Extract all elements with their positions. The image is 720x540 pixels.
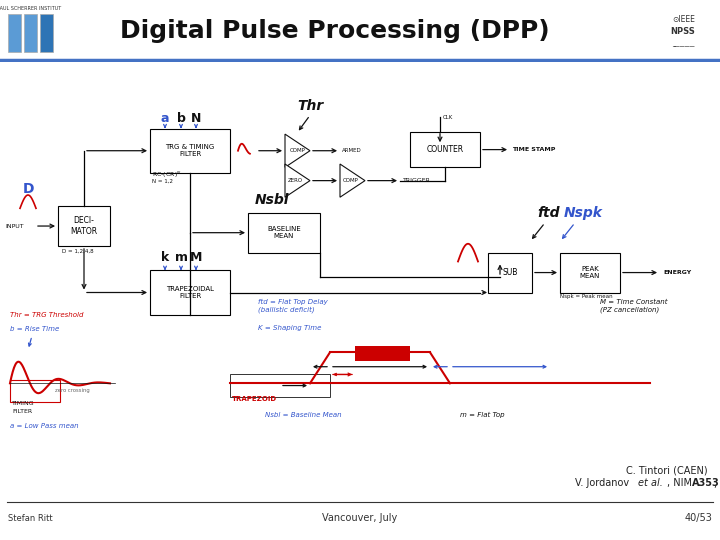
Text: K = Shaping Time: K = Shaping Time bbox=[258, 325, 321, 331]
Text: D: D bbox=[22, 182, 34, 196]
Text: COMP: COMP bbox=[290, 148, 306, 153]
Text: Nsbl: Nsbl bbox=[255, 193, 289, 207]
FancyBboxPatch shape bbox=[40, 14, 53, 52]
FancyBboxPatch shape bbox=[150, 271, 230, 315]
Text: Nspk: Nspk bbox=[564, 206, 603, 220]
Text: INPUT: INPUT bbox=[5, 224, 24, 228]
Text: SUB: SUB bbox=[503, 268, 518, 277]
Text: b = Rise Time: b = Rise Time bbox=[10, 326, 59, 332]
Text: ZERO: ZERO bbox=[288, 178, 303, 183]
Text: Nspk = Peak mean: Nspk = Peak mean bbox=[560, 294, 613, 299]
Text: k: k bbox=[161, 252, 169, 265]
Polygon shape bbox=[340, 164, 365, 197]
Text: ENERGY: ENERGY bbox=[663, 270, 691, 275]
Text: Stefan Ritt: Stefan Ritt bbox=[8, 514, 53, 523]
FancyBboxPatch shape bbox=[410, 132, 480, 167]
Text: A353: A353 bbox=[692, 478, 720, 488]
Text: N = 1,2: N = 1,2 bbox=[152, 179, 173, 184]
Text: ⊙IEEE: ⊙IEEE bbox=[672, 15, 695, 24]
Text: TIME STAMP: TIME STAMP bbox=[512, 147, 555, 152]
Text: Thr = TRG Threshold: Thr = TRG Threshold bbox=[10, 312, 84, 318]
Text: ─────────: ───────── bbox=[672, 45, 695, 49]
FancyBboxPatch shape bbox=[150, 129, 230, 173]
Text: COMP: COMP bbox=[343, 178, 359, 183]
Text: 40/53: 40/53 bbox=[684, 513, 712, 523]
Text: m: m bbox=[174, 252, 187, 265]
Text: Digital Pulse Processing (DPP): Digital Pulse Processing (DPP) bbox=[120, 19, 549, 43]
Text: V. Jordanov: V. Jordanov bbox=[575, 478, 632, 488]
FancyBboxPatch shape bbox=[355, 346, 410, 361]
FancyBboxPatch shape bbox=[248, 213, 320, 253]
Text: , 261 (1994): , 261 (1994) bbox=[714, 478, 720, 488]
Text: zero crossing: zero crossing bbox=[55, 388, 89, 393]
Text: TIMING: TIMING bbox=[12, 401, 35, 407]
Text: , NIM: , NIM bbox=[667, 478, 695, 488]
Text: et al.: et al. bbox=[638, 478, 663, 488]
Text: a: a bbox=[161, 112, 169, 125]
Text: FILTER: FILTER bbox=[12, 409, 32, 414]
Text: ARMED: ARMED bbox=[342, 148, 361, 153]
Text: b: b bbox=[176, 112, 186, 125]
FancyBboxPatch shape bbox=[24, 14, 37, 52]
Text: NPSS: NPSS bbox=[670, 27, 695, 36]
Text: Thr: Thr bbox=[297, 99, 323, 113]
Text: M: M bbox=[190, 252, 202, 265]
Text: Nsbl = Baseline Mean: Nsbl = Baseline Mean bbox=[265, 411, 341, 417]
Text: D = 1,2,4,8: D = 1,2,4,8 bbox=[62, 248, 94, 254]
Text: PAUL SCHERRER INSTITUT: PAUL SCHERRER INSTITUT bbox=[0, 6, 61, 11]
Text: M = Time Constant
(PZ cancellation): M = Time Constant (PZ cancellation) bbox=[600, 299, 667, 313]
Text: a = Low Pass mean: a = Low Pass mean bbox=[10, 423, 78, 429]
Text: TRIGGER: TRIGGER bbox=[403, 178, 431, 183]
FancyBboxPatch shape bbox=[58, 206, 110, 246]
Text: BASELINE
MEAN: BASELINE MEAN bbox=[267, 226, 301, 239]
Text: PEAK
MEAN: PEAK MEAN bbox=[580, 266, 600, 279]
Text: TRAPEZOID: TRAPEZOID bbox=[232, 396, 277, 402]
Text: RC-(CR)$^N$: RC-(CR)$^N$ bbox=[152, 170, 181, 180]
Text: COUNTER: COUNTER bbox=[426, 145, 464, 154]
FancyBboxPatch shape bbox=[560, 253, 620, 293]
Text: ftd = Flat Top Delay
(ballistic deficit): ftd = Flat Top Delay (ballistic deficit) bbox=[258, 299, 328, 313]
Text: C. Tintori (CAEN): C. Tintori (CAEN) bbox=[626, 465, 708, 475]
Text: CLK: CLK bbox=[443, 115, 454, 120]
Text: Vancouver, July: Vancouver, July bbox=[323, 513, 397, 523]
Polygon shape bbox=[285, 134, 310, 167]
Text: m = Flat Top: m = Flat Top bbox=[460, 411, 505, 417]
Text: ftd: ftd bbox=[537, 206, 559, 220]
Polygon shape bbox=[285, 164, 310, 197]
Text: TRG & TIMING
FILTER: TRG & TIMING FILTER bbox=[166, 144, 215, 157]
Text: TRAPEZOIDAL
FILTER: TRAPEZOIDAL FILTER bbox=[166, 286, 214, 299]
Text: DECI-
MATOR: DECI- MATOR bbox=[71, 217, 98, 236]
FancyBboxPatch shape bbox=[8, 14, 21, 52]
Text: N: N bbox=[191, 112, 201, 125]
FancyBboxPatch shape bbox=[488, 253, 532, 293]
